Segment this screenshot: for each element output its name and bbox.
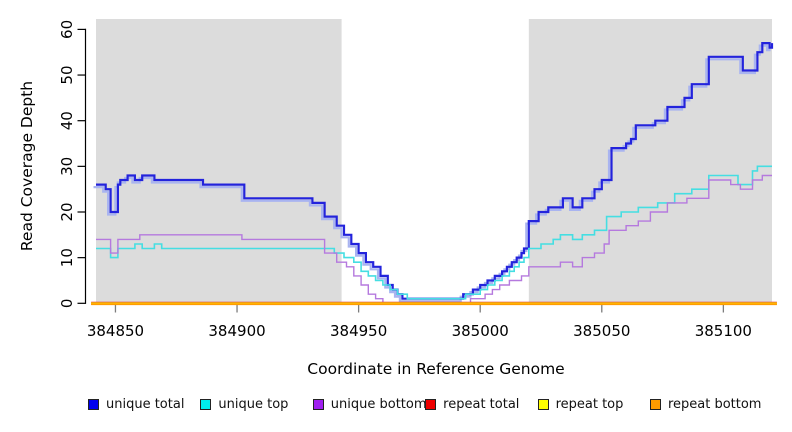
x-tick-label: 385050 — [573, 322, 630, 340]
legend-label: unique total — [106, 397, 185, 412]
y-tick-label: 30 — [58, 157, 76, 176]
legend-item-unique-top: unique top — [200, 397, 312, 412]
x-tick-label: 385100 — [695, 322, 752, 340]
y-tick-label: 50 — [58, 66, 76, 85]
x-tick-label: 384900 — [208, 322, 265, 340]
legend-label: repeat top — [555, 397, 624, 412]
x-tick-label: 384850 — [87, 322, 144, 340]
x-tick-label: 385000 — [452, 322, 509, 340]
legend-item-unique-total: unique total — [88, 397, 200, 412]
shaded-region — [96, 19, 342, 305]
legend: unique total unique top unique bottom repea… — [88, 397, 762, 412]
legend-swatch-unique-bottom — [312, 399, 324, 410]
legend-swatch-unique-top — [200, 399, 212, 410]
legend-label: repeat total — [443, 397, 520, 412]
x-tick-label: 384950 — [330, 322, 387, 340]
legend-label: repeat bottom — [667, 397, 762, 412]
legend-swatch-repeat-bottom — [649, 399, 661, 410]
y-axis-title: Read Coverage Depth — [18, 80, 36, 252]
legend-item-unique-bottom: unique bottom — [312, 397, 427, 412]
legend-label: unique top — [218, 397, 289, 412]
y-tick-label: 10 — [58, 248, 76, 267]
y-tick-label: 20 — [58, 202, 76, 221]
shaded-region — [528, 19, 772, 305]
legend-swatch-repeat-top — [537, 399, 549, 410]
series-unique-bottom — [96, 174, 772, 304]
series-unique-total — [96, 42, 774, 300]
legend-swatch-unique-total — [88, 399, 99, 410]
x-axis-title: Coordinate in Reference Genome — [307, 360, 565, 378]
y-tick-label: 0 — [58, 299, 76, 309]
legend-item-repeat-total: repeat total — [425, 397, 537, 412]
y-tick-label: 40 — [58, 111, 76, 130]
y-tick-label: 60 — [58, 20, 76, 39]
legend-item-repeat-bottom: repeat bottom — [649, 397, 762, 412]
legend-label: unique bottom — [330, 397, 427, 412]
legend-swatch-repeat-total — [425, 399, 437, 410]
legend-item-repeat-top: repeat top — [537, 397, 650, 412]
